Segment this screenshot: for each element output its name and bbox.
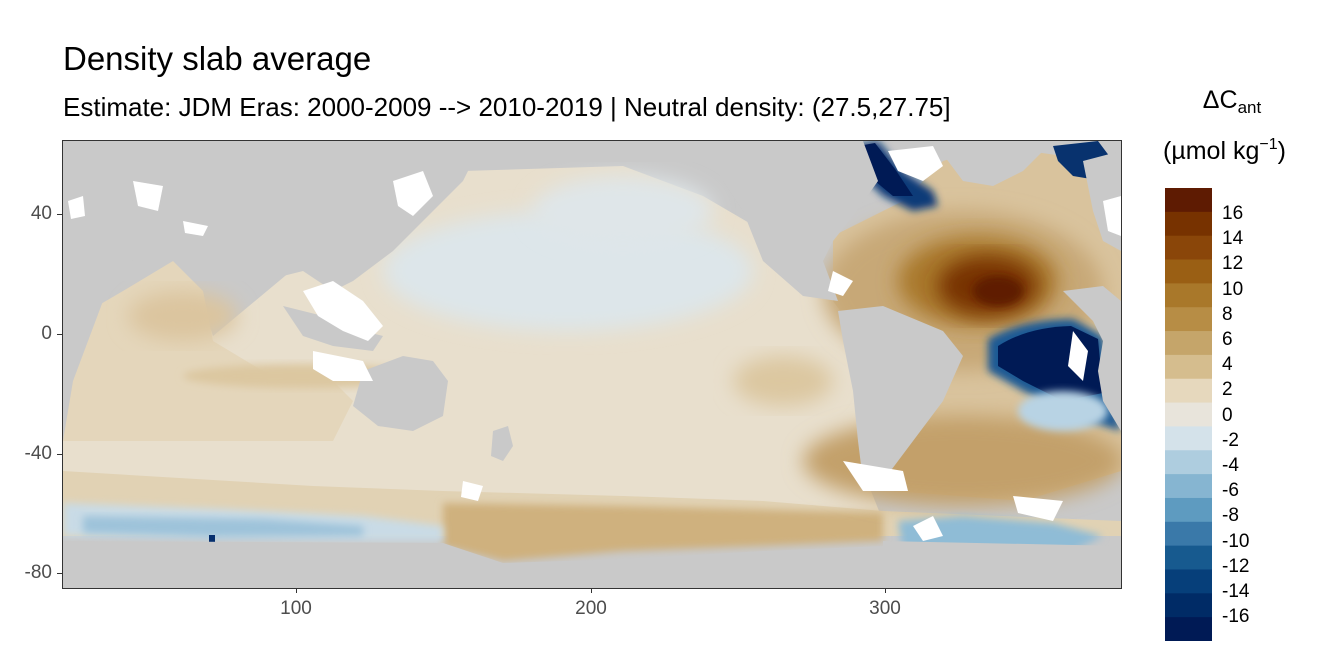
legend-color-step bbox=[1165, 450, 1212, 475]
legend-title-subscript: ant bbox=[1237, 98, 1262, 117]
small-dark-spot bbox=[209, 535, 215, 547]
antarctic-indian-blue-deep bbox=[83, 516, 363, 537]
legend-label: 10 bbox=[1222, 278, 1244, 300]
legend-color-step bbox=[1165, 617, 1212, 641]
y-tick-label: -80 bbox=[24, 562, 52, 583]
antarctica-land bbox=[63, 541, 893, 588]
legend-color-step bbox=[1165, 426, 1212, 451]
legend-label: -10 bbox=[1222, 530, 1250, 552]
legend-label: 8 bbox=[1222, 303, 1233, 325]
north-atlantic-peak bbox=[973, 276, 1023, 306]
legend-title: ΔCant bbox=[1192, 86, 1272, 118]
legend-color-step bbox=[1165, 259, 1212, 284]
south-pacific-slope-tan bbox=[443, 503, 883, 561]
legend-color-step bbox=[1165, 283, 1212, 308]
africa-west-land bbox=[1063, 286, 1121, 431]
x-tick-mark bbox=[885, 588, 886, 593]
south-america-land bbox=[838, 306, 963, 481]
y-tick-label: 40 bbox=[30, 203, 52, 224]
asia-land bbox=[123, 141, 483, 291]
indonesia-land bbox=[283, 306, 383, 351]
north-pacific-blue-patch bbox=[533, 176, 713, 246]
y-tick-mark bbox=[57, 454, 62, 455]
legend-label: 6 bbox=[1222, 329, 1233, 350]
legend-color-step bbox=[1165, 569, 1212, 594]
plot-subtitle: Estimate: JDM Eras: 2000-2009 --> 2010-2… bbox=[63, 92, 951, 122]
x-tick-label: 200 bbox=[575, 598, 607, 619]
new-zealand-land bbox=[491, 426, 513, 461]
australia-land bbox=[353, 356, 448, 431]
legend-label: -14 bbox=[1222, 581, 1250, 602]
x-tick-mark bbox=[591, 588, 592, 593]
legend-color-step bbox=[1165, 307, 1212, 332]
legend-label: -12 bbox=[1222, 555, 1250, 577]
antarctica-east-land bbox=[883, 541, 1121, 588]
arabian-sea-tan bbox=[128, 291, 238, 341]
legend-label: -16 bbox=[1222, 606, 1250, 628]
map-canvas bbox=[63, 141, 1121, 588]
legend-label: 12 bbox=[1222, 253, 1244, 275]
legend-color-step bbox=[1165, 545, 1212, 571]
legend-colorbar bbox=[1165, 188, 1212, 641]
legend-color-step bbox=[1165, 235, 1212, 261]
legend-unit: (µmol kg−1) bbox=[1163, 136, 1323, 166]
y-tick-label: -40 bbox=[24, 443, 52, 464]
legend-color-step bbox=[1165, 402, 1212, 428]
y-tick-mark bbox=[57, 214, 62, 215]
east-pacific-tan bbox=[733, 356, 833, 406]
x-tick-label: 100 bbox=[280, 598, 312, 619]
legend-color-step bbox=[1165, 497, 1212, 523]
legend-color-step bbox=[1165, 331, 1212, 356]
legend-unit-close: ) bbox=[1277, 137, 1286, 165]
legend-unit-exponent: −1 bbox=[1259, 136, 1278, 153]
legend-color-step bbox=[1165, 593, 1212, 618]
legend-label: -8 bbox=[1222, 505, 1239, 527]
legend-color-step bbox=[1165, 354, 1212, 380]
legend-unit-base: (µmol kg bbox=[1163, 137, 1260, 165]
legend-color-step bbox=[1165, 474, 1212, 499]
legend-label: 4 bbox=[1222, 354, 1233, 376]
south-atlantic-light-blue bbox=[1018, 391, 1108, 431]
x-tick-label: 300 bbox=[869, 598, 901, 619]
legend-color-step bbox=[1165, 211, 1212, 237]
y-tick-mark bbox=[57, 573, 62, 574]
labrador-sea-dark bbox=[858, 143, 913, 196]
legend-label: -4 bbox=[1222, 455, 1239, 476]
legend-label: 2 bbox=[1222, 379, 1233, 401]
legend-color-step bbox=[1165, 378, 1212, 404]
y-tick-label: 0 bbox=[41, 323, 52, 344]
north-america-land bbox=[703, 141, 878, 301]
no-data-patches bbox=[68, 146, 1121, 541]
legend-color-step bbox=[1165, 188, 1212, 213]
legend-label: 16 bbox=[1222, 203, 1244, 224]
legend-label: 0 bbox=[1222, 404, 1233, 426]
map-panel bbox=[62, 140, 1122, 589]
x-tick-mark bbox=[296, 588, 297, 593]
legend-title-symbol: ΔC bbox=[1202, 86, 1238, 114]
greenland-land bbox=[933, 141, 1053, 186]
legend-label: 14 bbox=[1222, 228, 1244, 250]
y-tick-mark bbox=[57, 334, 62, 335]
plot-title: Density slab average bbox=[63, 40, 372, 77]
legend-label: -6 bbox=[1222, 480, 1239, 502]
legend-label: -2 bbox=[1222, 429, 1239, 451]
legend-color-step bbox=[1165, 521, 1212, 547]
